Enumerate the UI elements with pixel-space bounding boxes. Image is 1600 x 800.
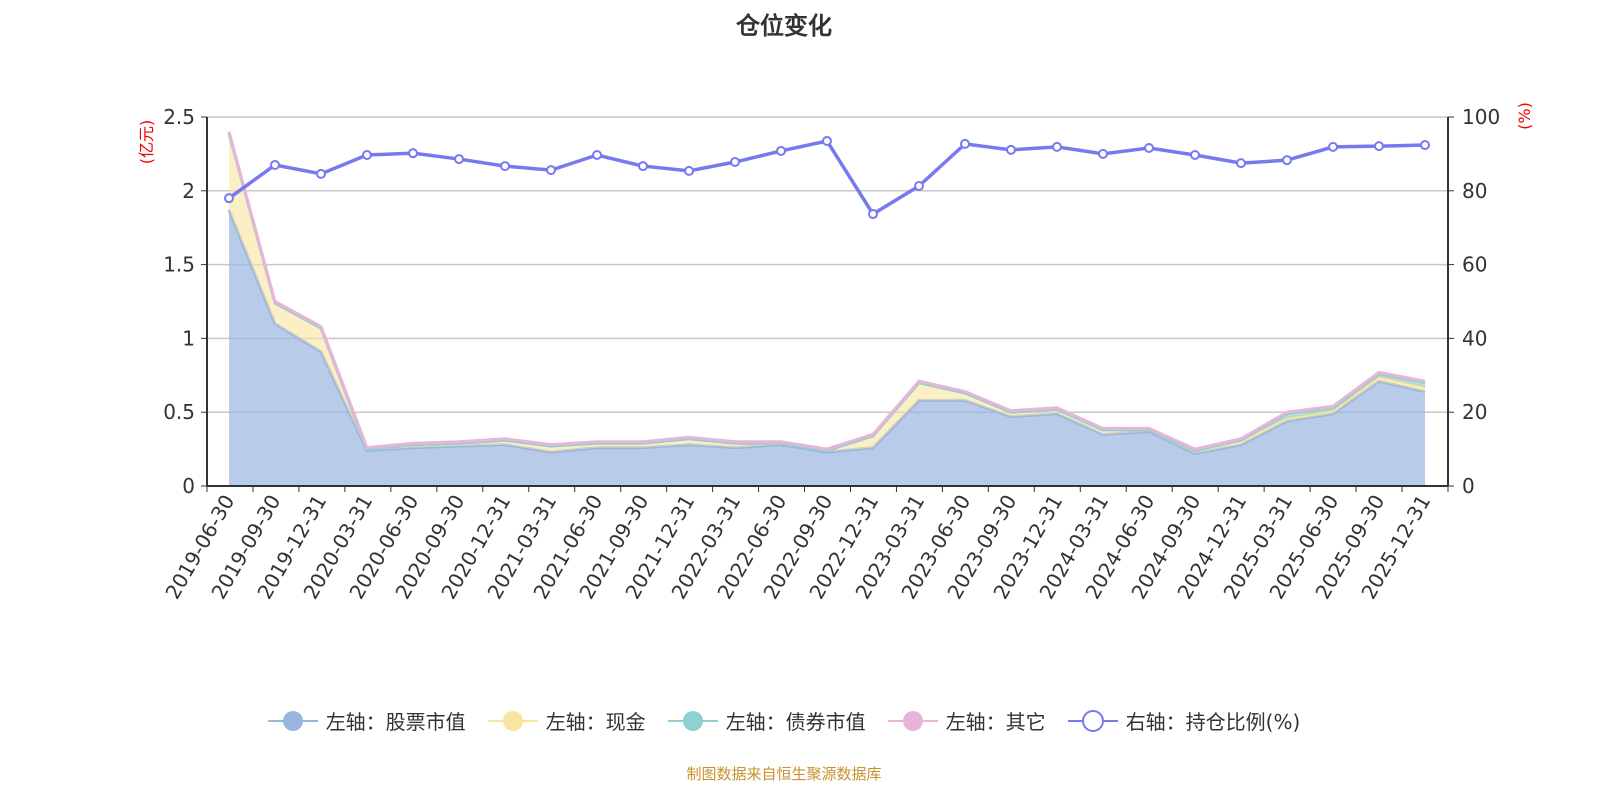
left-tick-label: 1 bbox=[182, 326, 195, 350]
series-line-1 bbox=[227, 132, 1426, 453]
ratio-point bbox=[822, 135, 832, 146]
ratio-point bbox=[1190, 150, 1200, 161]
legend-marker-icon bbox=[887, 710, 938, 731]
legend-label: 左轴：其它 bbox=[945, 710, 1046, 734]
ratio-point bbox=[270, 159, 280, 170]
legend-item[interactable]: 左轴：其它 bbox=[887, 706, 1046, 735]
ratio-point bbox=[454, 154, 464, 165]
area-1 bbox=[229, 133, 1425, 454]
ratio-point bbox=[776, 145, 786, 156]
legend-label: 左轴：现金 bbox=[545, 710, 646, 734]
left-tick-label: 0 bbox=[182, 474, 195, 498]
ratio-point bbox=[1236, 158, 1246, 169]
ratio-point bbox=[914, 181, 924, 192]
ratio-point bbox=[1282, 155, 1292, 166]
ratio-point bbox=[408, 148, 418, 159]
legend-label: 左轴：股票市值 bbox=[325, 710, 466, 734]
ratio-point bbox=[1374, 141, 1384, 152]
right-tick-label: 0 bbox=[1462, 474, 1475, 498]
ratio-point bbox=[1006, 144, 1016, 155]
area-0 bbox=[229, 209, 1425, 486]
ratio-point bbox=[868, 209, 878, 220]
ratio-point bbox=[316, 168, 326, 179]
legend-marker-icon bbox=[667, 710, 718, 731]
area-3 bbox=[229, 131, 1425, 451]
chart-title: 仓位变化 bbox=[736, 12, 832, 40]
right-tick-label: 60 bbox=[1462, 253, 1487, 277]
ratio-point bbox=[546, 165, 556, 176]
right-tick-label: 100 bbox=[1462, 105, 1500, 129]
series-line-2 bbox=[227, 132, 1426, 453]
ratio-point bbox=[1144, 142, 1154, 153]
left-tick-label: 2 bbox=[182, 179, 195, 203]
ratio-point bbox=[730, 157, 740, 168]
ratio-point bbox=[500, 161, 510, 172]
legend-marker-icon bbox=[267, 710, 318, 731]
ratio-point bbox=[960, 138, 970, 149]
legend-label: 左轴：债券市值 bbox=[725, 710, 866, 734]
legend-item[interactable]: 左轴：债券市值 bbox=[667, 706, 866, 735]
ratio-point bbox=[362, 150, 372, 161]
ratio-point bbox=[1420, 140, 1430, 151]
ratio-point bbox=[1098, 148, 1108, 159]
legend-item[interactable]: 右轴：持仓比例(%) bbox=[1067, 706, 1301, 735]
legend-label: 右轴：持仓比例(%) bbox=[1125, 710, 1301, 734]
legend-item[interactable]: 左轴：现金 bbox=[487, 706, 646, 735]
left-tick-label: 2.5 bbox=[163, 105, 195, 129]
right-tick-label: 20 bbox=[1462, 400, 1487, 424]
left-axis-unit: (亿元) bbox=[137, 120, 156, 165]
series-line-0 bbox=[227, 209, 1426, 456]
right-axis-unit: (%) bbox=[1515, 102, 1534, 130]
area-2 bbox=[229, 133, 1425, 451]
right-tick-label: 40 bbox=[1462, 326, 1487, 350]
series-line-3 bbox=[227, 131, 1426, 451]
source-footer: 制图数据来自恒生聚源数据库 bbox=[686, 765, 882, 783]
ratio-point bbox=[684, 165, 694, 176]
legend: 左轴：股票市值 左轴：现金 左轴：债券市值 左轴：其它 右轴：持仓比例(%) bbox=[0, 706, 1568, 735]
legend-marker-icon bbox=[487, 710, 538, 731]
ratio-point bbox=[1328, 141, 1338, 152]
left-tick-label: 1.5 bbox=[163, 253, 195, 277]
ratio-point bbox=[592, 150, 602, 161]
legend-marker-icon bbox=[1067, 709, 1118, 732]
ratio-point bbox=[1052, 141, 1062, 152]
left-tick-label: 0.5 bbox=[163, 400, 195, 424]
right-tick-label: 80 bbox=[1462, 179, 1487, 203]
legend-item[interactable]: 左轴：股票市值 bbox=[267, 706, 466, 735]
ratio-point bbox=[224, 193, 234, 204]
ratio-point bbox=[638, 161, 648, 172]
